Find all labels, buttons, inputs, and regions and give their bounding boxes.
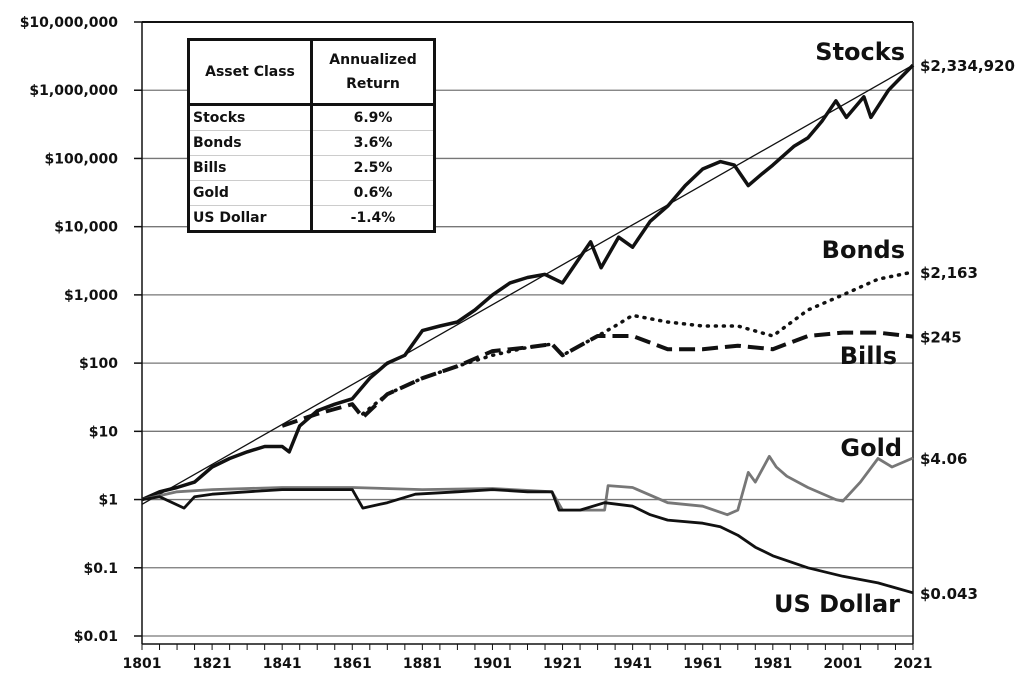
asset-name: Bills [188,155,312,181]
end-value-label-gold: $4.06 [920,450,967,468]
end-value-label-stocks: $2,334,920 [920,57,1015,75]
annualized-return-table: Asset Class Annualized Return Stocks 6.9%… [187,38,436,233]
series-line-us-dollar [141,488,914,595]
asset-name: Stocks [188,104,312,131]
y-tick-label: $1,000 [64,288,118,304]
x-tick-label: 1921 [543,656,582,672]
table-header-asset-class: Asset Class [188,39,312,106]
return-value: 3.6% [310,130,435,156]
x-tick-label: 1861 [333,656,372,672]
table-row: US Dollar -1.4% [189,205,435,232]
y-tick-label: $10,000 [54,220,118,236]
x-tick-label: 1801 [123,656,162,672]
y-tick-label: $10,000,000 [20,15,119,31]
series-label-us-dollar: US Dollar [774,590,900,618]
x-tick-label: 1821 [193,656,232,672]
series-label-gold: Gold [840,434,902,462]
end-value-label-bonds: $2,163 [920,264,978,282]
end-value-label-bills: $245 [920,329,962,347]
series-label-stocks: Stocks [815,38,905,66]
y-tick-label: $0.01 [74,629,118,645]
asset-name: Gold [188,180,312,206]
return-value: 2.5% [310,155,435,181]
end-value-label-us-dollar: $0.043 [920,585,978,603]
y-tick-label: $10 [89,424,118,440]
x-tick-label: 1961 [683,656,722,672]
asset-name: Bonds [188,130,312,156]
series-line-bills [281,330,914,428]
x-tick-label: 2001 [823,656,862,672]
return-value: 6.9% [310,104,435,131]
series-label-bills: Bills [840,342,897,370]
y-tick-label: $100 [79,356,118,372]
y-tick-label: $1 [99,493,118,509]
series-line-bonds [361,270,915,416]
table-header-annualized-return: Annualized Return [310,39,435,106]
asset-name: US Dollar [193,210,267,226]
x-tick-label: 1901 [473,656,512,672]
return-value: -1.4% [310,205,435,232]
table-row: Stocks 6.9% [188,104,435,131]
y-tick-label: $100,000 [44,151,118,167]
y-tick-label: $0.1 [83,561,118,577]
x-tick-label: 1841 [263,656,302,672]
return-value: 0.6% [310,180,435,206]
table-row: Bills 2.5% [188,155,435,181]
y-tick-label: $1,000,000 [29,83,118,99]
x-tick-label: 2021 [894,656,933,672]
series-line-gold [141,454,914,517]
x-tick-label: 1881 [403,656,442,672]
series-line-stocks [141,63,915,502]
x-tick-label: 1941 [613,656,652,672]
table-row: Gold 0.6% [188,180,435,206]
series-label-bonds: Bonds [822,236,905,264]
table-row: Bonds 3.6% [188,130,435,156]
trend-line [141,64,914,505]
x-tick-label: 1981 [753,656,792,672]
